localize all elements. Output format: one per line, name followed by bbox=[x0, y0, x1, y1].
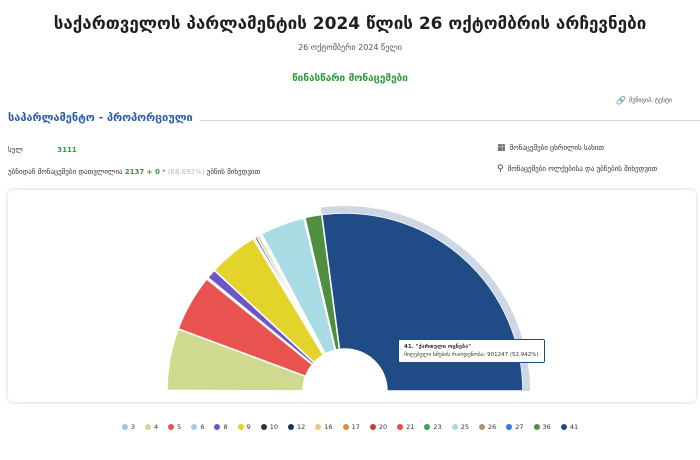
legend-item-16[interactable]: 16 bbox=[315, 423, 333, 431]
legend-dot-4 bbox=[145, 424, 152, 430]
legend-dot-25 bbox=[451, 424, 458, 430]
table-view-label: მონაცემები ცხრილის სახით bbox=[509, 144, 605, 152]
tooltip-title: 41. "ქართული ოცნება" bbox=[404, 344, 471, 350]
legend-item-23[interactable]: 23 bbox=[424, 423, 442, 431]
legend-label-12: 12 bbox=[297, 423, 306, 431]
counted-percent: (68.692%) bbox=[167, 168, 205, 176]
legend-label-17: 17 bbox=[351, 423, 360, 431]
legend-label-27: 27 bbox=[515, 423, 524, 431]
legend-item-20[interactable]: 20 bbox=[369, 423, 388, 431]
legend-dot-6 bbox=[191, 424, 198, 430]
legend-dot-41 bbox=[560, 424, 567, 430]
legend-item-12[interactable]: 12 bbox=[288, 423, 305, 431]
legend-dot-5 bbox=[168, 424, 175, 430]
total-value: 3111 bbox=[57, 146, 77, 154]
legend-dot-27 bbox=[506, 424, 513, 430]
district-view-link[interactable]: ⚲ მონაცემები ოლქებისა და უბნების მიხედვით bbox=[497, 164, 657, 174]
legend-label-4: 4 bbox=[154, 423, 159, 431]
counted-suffix: უბნის მიხედვით bbox=[206, 168, 261, 176]
counted-label: უბნიდან მონაცემები დათვლილია bbox=[8, 168, 123, 176]
counted-precincts: უბნიდან მონაცემები დათვლილია 2137 + 0 * … bbox=[8, 168, 260, 176]
legend-item-8[interactable]: 8 bbox=[214, 423, 228, 431]
chart-panel bbox=[8, 190, 696, 402]
legend-label-5: 5 bbox=[177, 423, 182, 431]
legend-item-41[interactable]: 41 bbox=[560, 423, 579, 431]
legend-dot-21 bbox=[397, 424, 404, 430]
chart-tooltip: 41. "ქართული ოცნება" მიღებული ხმების რაო… bbox=[398, 339, 545, 363]
legend-dot-16 bbox=[315, 424, 322, 430]
legend-label-26: 26 bbox=[487, 423, 497, 431]
legend-label-3: 3 bbox=[130, 423, 136, 431]
legend-label-23: 23 bbox=[433, 423, 442, 431]
legend-item-3[interactable]: 3 bbox=[121, 423, 136, 431]
preliminary-status: წინასწარი მონაცემები bbox=[292, 73, 408, 84]
legend-label-9: 9 bbox=[246, 423, 251, 431]
legend-dot-10 bbox=[260, 424, 267, 430]
legend-label-16: 16 bbox=[324, 423, 333, 431]
legend-label-20: 20 bbox=[378, 423, 388, 431]
legend-label-21: 21 bbox=[406, 423, 415, 431]
legend-label-41: 41 bbox=[569, 423, 579, 431]
map-pin-icon: ⚲ bbox=[497, 164, 504, 174]
legend-label-10: 10 bbox=[269, 423, 279, 431]
legend-dot-17 bbox=[342, 424, 349, 430]
section-divider bbox=[200, 120, 700, 121]
legend-item-21[interactable]: 21 bbox=[397, 423, 414, 431]
parliament-chart bbox=[166, 206, 530, 392]
legend-dot-26 bbox=[478, 424, 485, 430]
election-date: 26 ოქტომბერი 2024 წელი bbox=[298, 43, 402, 52]
share-link-label: მუნიციპ. ტესტი bbox=[628, 97, 673, 104]
counted-value: 2137 + 0 bbox=[124, 168, 160, 176]
tooltip-value: 901247 (52,942%) bbox=[487, 352, 539, 358]
tooltip-label: მიღებული ხმების რაოდენობა: bbox=[404, 352, 486, 358]
chart-slice-41[interactable] bbox=[320, 212, 524, 392]
legend-label-25: 25 bbox=[460, 423, 469, 431]
legend-dot-12 bbox=[288, 424, 295, 430]
total-precincts: სულ 3111 bbox=[8, 146, 77, 154]
share-link[interactable]: 🔗 მუნიციპ. ტესტი bbox=[616, 97, 700, 106]
legend-dot-9 bbox=[237, 424, 244, 430]
legend-item-26[interactable]: 26 bbox=[478, 423, 497, 431]
legend-item-4[interactable]: 4 bbox=[145, 423, 158, 431]
legend-item-17[interactable]: 17 bbox=[342, 423, 360, 431]
section-title: საპარლამენტო - პროპორციული bbox=[8, 111, 193, 124]
legend-item-10[interactable]: 10 bbox=[260, 423, 279, 431]
table-icon: ▦ bbox=[497, 143, 506, 153]
link-icon: 🔗 bbox=[616, 96, 626, 105]
legend-label-6: 6 bbox=[200, 423, 205, 431]
legend-dot-20 bbox=[369, 424, 376, 430]
legend-label-36: 36 bbox=[542, 423, 551, 431]
chart-legend: 3 4 5 6 8 9 10 12 16 17 20 21 23 25 26 27 36 41 bbox=[0, 423, 700, 431]
counted-star: * bbox=[162, 168, 166, 176]
district-view-label: მონაცემები ოლქებისა და უბნების მიხედვით bbox=[507, 165, 658, 173]
legend-item-36[interactable]: 36 bbox=[533, 423, 551, 431]
total-label: სულ bbox=[8, 146, 23, 154]
legend-item-5[interactable]: 5 bbox=[168, 423, 181, 431]
legend-dot-3 bbox=[121, 424, 128, 430]
page-title: საქართველოს პარლამენტის 2024 წლის 26 ოქტ… bbox=[53, 14, 647, 34]
legend-item-27[interactable]: 27 bbox=[506, 423, 524, 431]
legend-item-25[interactable]: 25 bbox=[451, 423, 469, 431]
table-view-link[interactable]: ▦ მონაცემები ცხრილის სახით bbox=[497, 143, 604, 153]
legend-item-6[interactable]: 6 bbox=[191, 423, 204, 431]
legend-item-9[interactable]: 9 bbox=[237, 423, 251, 431]
legend-dot-36 bbox=[533, 424, 540, 430]
legend-dot-23 bbox=[424, 424, 431, 430]
legend-label-8: 8 bbox=[223, 423, 228, 431]
legend-dot-8 bbox=[214, 424, 221, 430]
